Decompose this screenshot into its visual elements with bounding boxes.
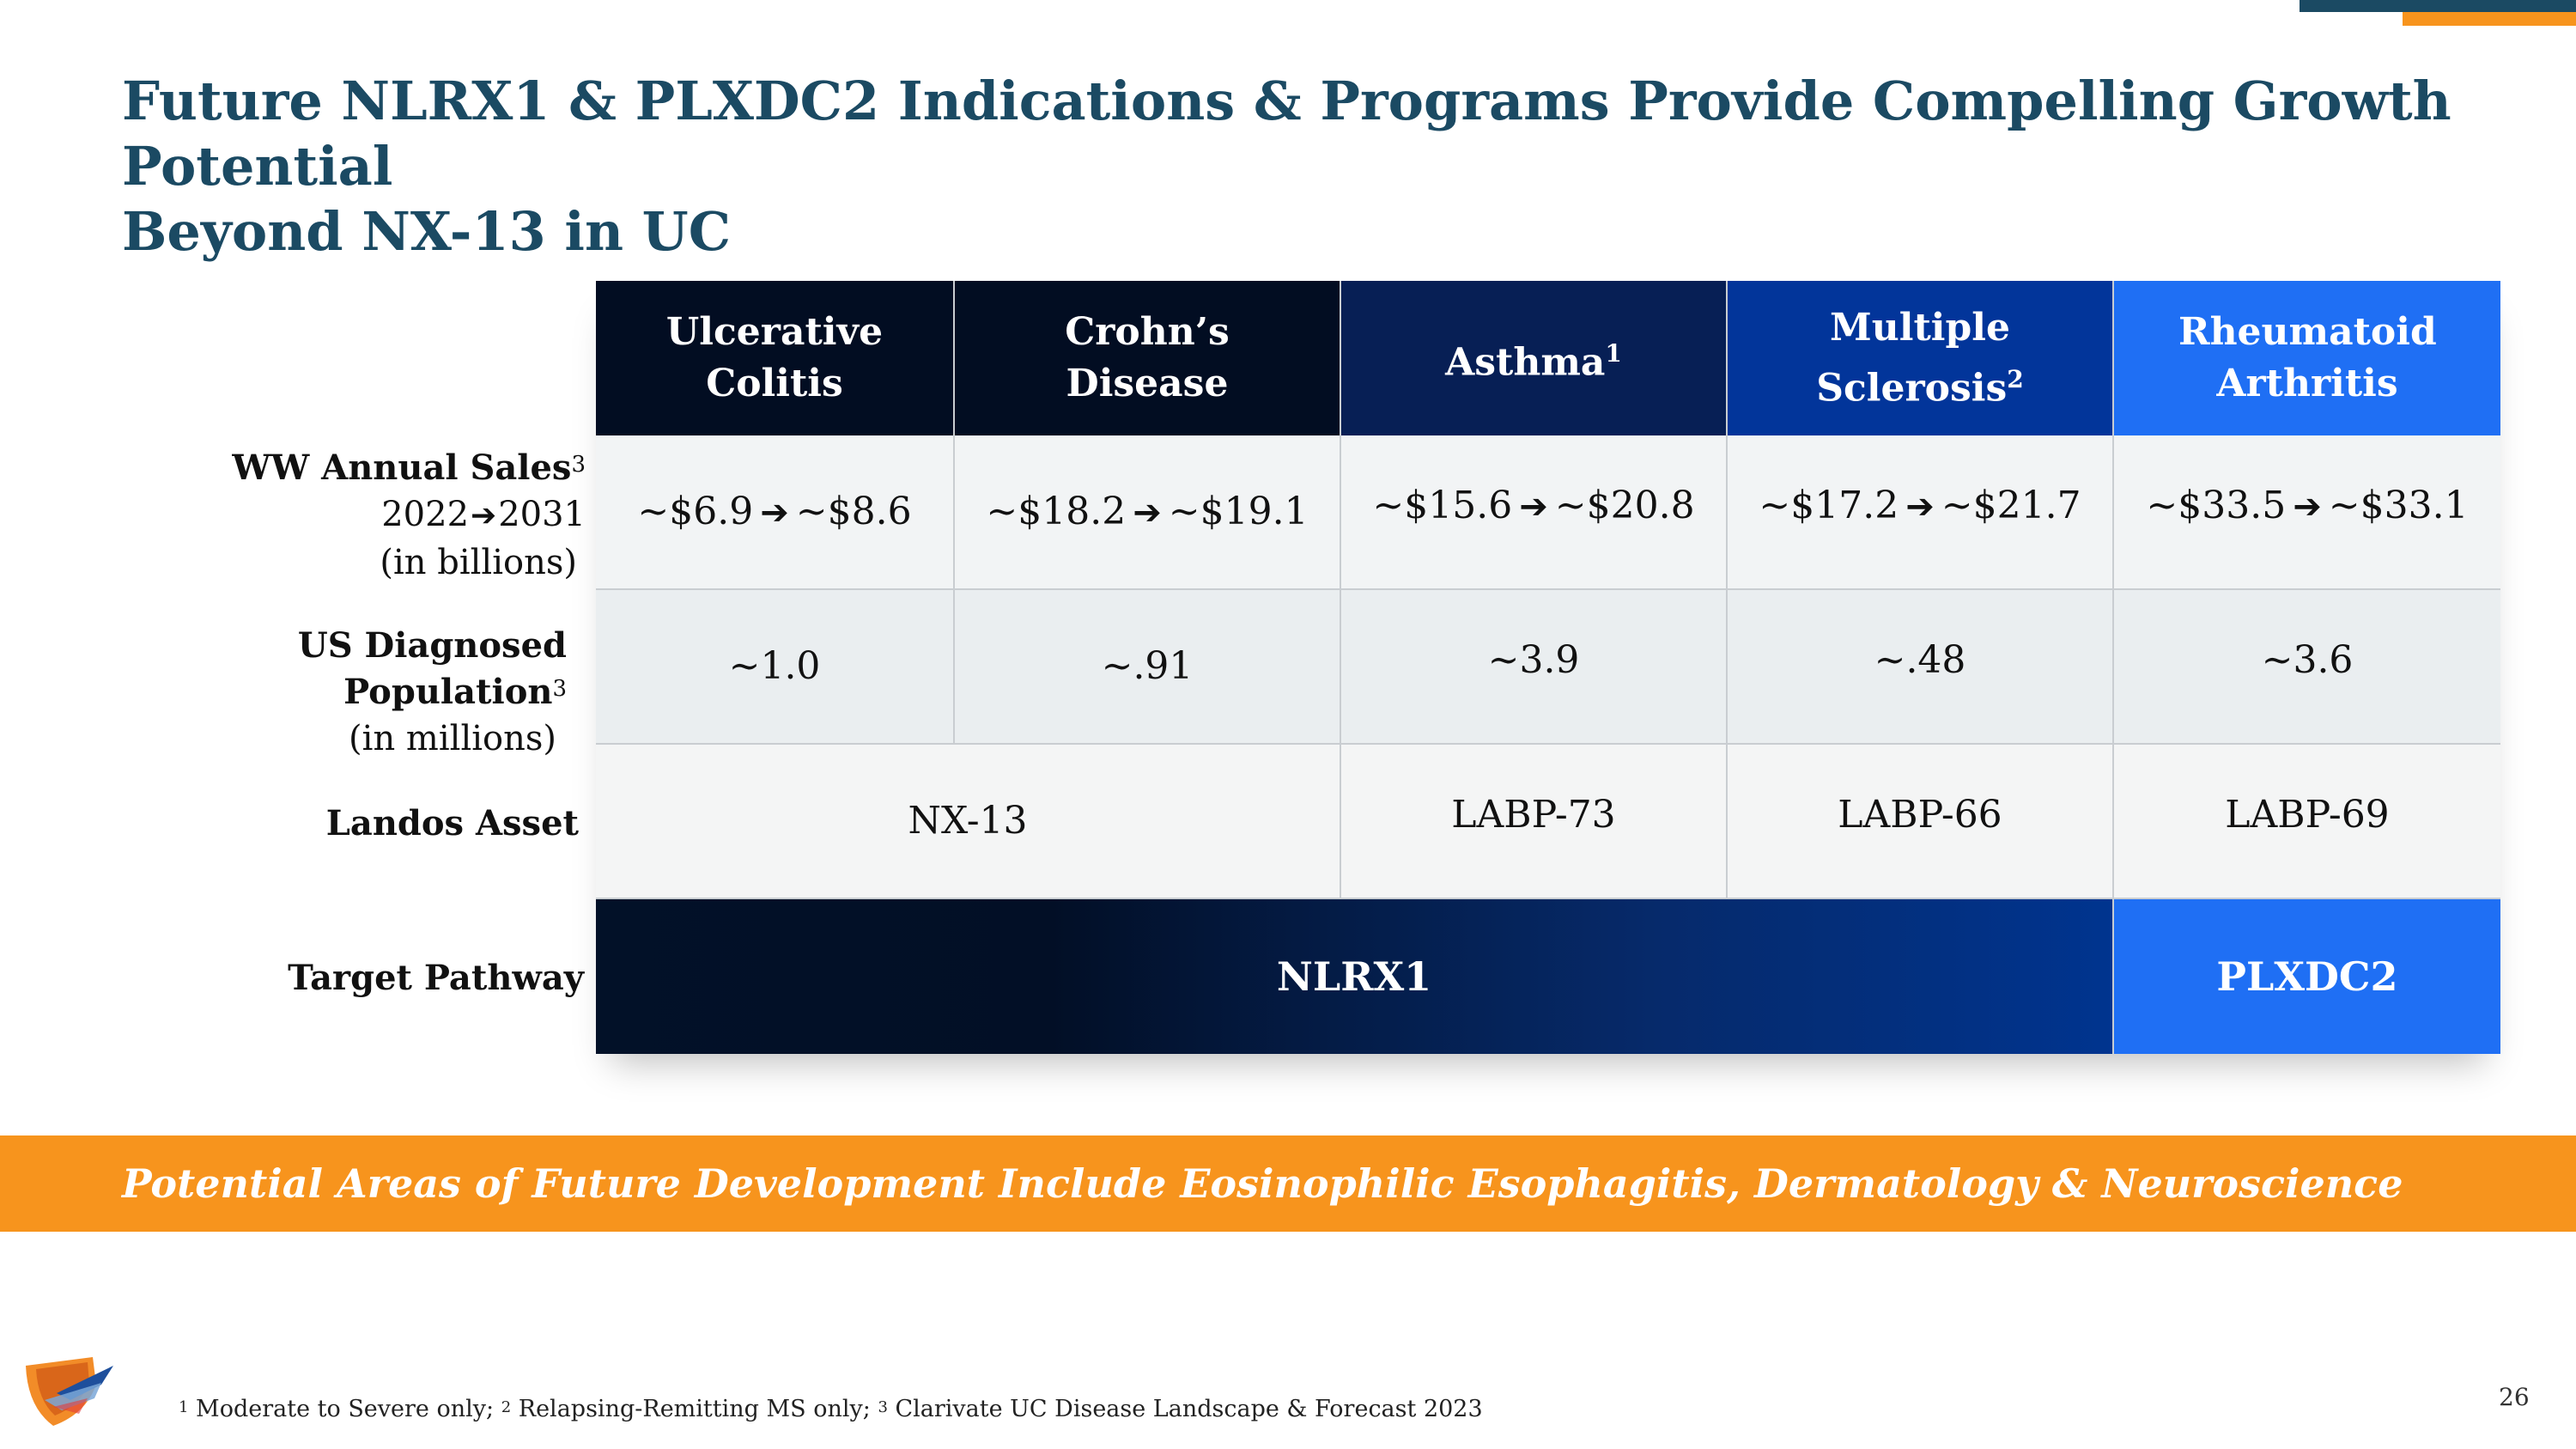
population-cell: ~1.0 [596,590,955,745]
asset-cell-labp66: LABP-66 [1728,745,2114,899]
top-accent-bar-dark [2300,0,2576,12]
title-line-2: Beyond NX-13 in UC [122,200,732,263]
arrow-right-icon: ➔ [760,492,789,533]
future-development-banner: Potential Areas of Future Development In… [0,1135,2576,1232]
sales-cell: ~$18.2 ➔ ~$19.1 [955,435,1341,590]
asset-cell-nx13: NX-13 [596,745,1341,899]
column-header: Multiple Sclerosis2 [1728,281,2114,435]
top-accent-bar-orange [2403,12,2576,26]
population-cell: ~3.9 [1341,590,1728,745]
footnotes: 1 Moderate to Severe only; 2 Relapsing-R… [179,1396,1483,1422]
sales-label-title: WW Annual Sales [232,447,572,488]
population-cell: ~.48 [1728,590,2114,745]
page-title: Future NLRX1 & PLXDC2 Indications & Prog… [122,69,2509,265]
pathway-cell-plxdc2: PLXDC2 [2114,899,2500,1054]
column-header: Asthma1 [1341,281,1728,435]
page-number: 26 [2499,1383,2530,1411]
asset-cell-labp69: LABP-69 [2114,745,2500,899]
sales-cell: ~$33.5 ➔ ~$33.1 [2114,435,2500,590]
column-header: Ulcerative Colitis [596,281,955,435]
arrow-right-icon: ➔ [1133,492,1162,533]
population-cell: ~3.6 [2114,590,2500,745]
landos-logo [26,1357,113,1426]
row-label-pathway: Target Pathway [288,958,584,998]
pathway-cell-nlrx1: NLRX1 [596,899,2114,1054]
sales-cell: ~$6.9 ➔ ~$8.6 [596,435,955,590]
arrow-right-icon: ➔ [2293,487,2322,527]
indications-table: Ulcerative Colitis Crohn’s Disease Asthm… [596,281,2500,1054]
sales-cell: ~$15.6 ➔ ~$20.8 [1341,435,1728,590]
sales-cell: ~$17.2 ➔ ~$21.7 [1728,435,2114,590]
arrow-right-icon: ➔ [471,498,497,533]
column-header: Crohn’s Disease [955,281,1341,435]
arrow-right-icon: ➔ [1519,487,1548,527]
population-cell: ~.91 [955,590,1341,745]
arrow-right-icon: ➔ [1905,487,1935,527]
banner-text: Potential Areas of Future Development In… [122,1160,2403,1207]
row-label-asset: Landos Asset [325,803,579,843]
row-label-sales: WW Annual Sales3 2022➔2031 (in billions) [232,447,586,582]
title-line-1: Future NLRX1 & PLXDC2 Indications & Prog… [122,70,2451,198]
asset-cell-labp73: LABP-73 [1341,745,1728,899]
row-label-population: US Diagnosed Population3 (in millions) [297,625,567,758]
column-header: Rheumatoid Arthritis [2114,281,2500,435]
